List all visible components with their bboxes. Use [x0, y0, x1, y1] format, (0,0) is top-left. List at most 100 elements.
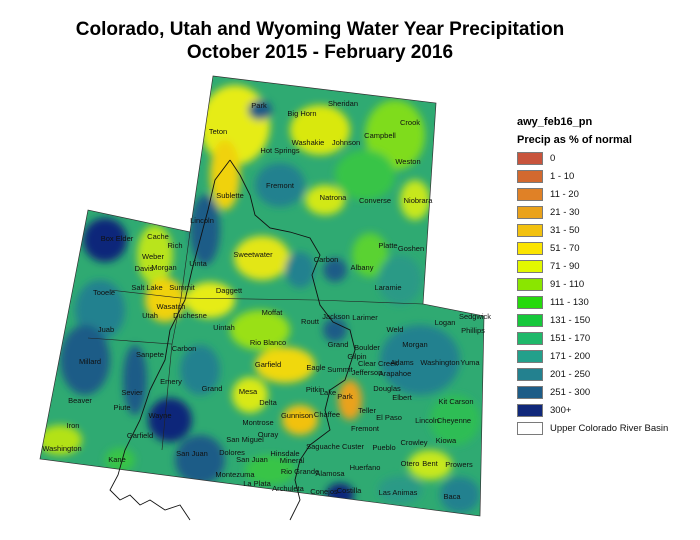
county-label: Park	[251, 101, 267, 110]
legend-label: 51 - 70	[550, 242, 580, 254]
county-label: Sweetwater	[233, 250, 273, 259]
legend-label: 71 - 90	[550, 260, 580, 272]
county-label: Archuleta	[272, 484, 305, 493]
county-label: Arapahoe	[379, 369, 412, 378]
county-label: Carbon	[172, 344, 197, 353]
county-label: Baca	[443, 492, 461, 501]
county-label: Mineral	[280, 456, 305, 465]
county-label: Fremont	[266, 181, 295, 190]
legend-item: 0	[517, 149, 697, 167]
county-label: Gilpin	[347, 352, 366, 361]
legend-label: 21 - 30	[550, 206, 580, 218]
precipitation-raster	[40, 76, 484, 516]
county-label: Utah	[142, 311, 158, 320]
legend-label: Upper Colorado River Basin	[550, 422, 669, 434]
legend-swatch	[517, 295, 543, 309]
county-label: Morgan	[402, 340, 427, 349]
county-label: Teller	[358, 406, 376, 415]
state-boundaries	[87, 231, 424, 451]
legend-swatch	[517, 313, 543, 327]
county-label: Garfield	[127, 431, 153, 440]
legend-label: 201 - 250	[550, 368, 591, 380]
county-label: Sevier	[121, 388, 143, 397]
county-label: Wasatch	[157, 302, 186, 311]
legend-swatch	[517, 223, 543, 237]
legend: awy_feb16_pn Precip as % of normal 0 1 - …	[517, 116, 697, 437]
county-label: Weston	[395, 157, 420, 166]
county-label: Rio Blanco	[250, 338, 286, 347]
county-label: Sheridan	[328, 99, 358, 108]
county-label: Conejos	[310, 487, 338, 496]
county-label: Sanpete	[136, 350, 164, 359]
legend-item: 21 - 30	[517, 203, 697, 221]
county-label: Beaver	[68, 396, 92, 405]
legend-swatch	[517, 331, 543, 345]
legend-label: 151 - 170	[550, 332, 591, 344]
title-line-1: Colorado, Utah and Wyoming Water Year Pr…	[75, 19, 565, 40]
legend-item: 171 - 200	[517, 347, 697, 365]
county-label: San Juan	[236, 455, 268, 464]
county-label: Duchesne	[173, 311, 207, 320]
legend-layer-name: awy_feb16_pn	[517, 116, 593, 128]
legend-item: 51 - 70	[517, 239, 697, 257]
county-label: Johnson	[332, 138, 360, 147]
county-label: Emery	[160, 377, 182, 386]
county-label: Weber	[142, 252, 164, 261]
county-label: Yuma	[460, 358, 480, 367]
county-label: Kane	[108, 455, 126, 464]
legend-item: 131 - 150	[517, 311, 697, 329]
legend-item: Upper Colorado River Basin	[517, 419, 697, 437]
county-label: Platte	[378, 241, 397, 250]
county-label: Sedgwick	[459, 312, 491, 321]
county-label: Morgan	[151, 263, 176, 272]
county-label: Montezuma	[215, 470, 255, 479]
legend-swatch	[517, 187, 543, 201]
legend-rows: 0 1 - 10 11 - 20 21 - 30 31 - 50 51 - 70 71 - …	[517, 149, 697, 437]
county-label: Montrose	[242, 418, 273, 427]
county-label: Clear Creek	[358, 359, 398, 368]
county-label: Cheyenne	[437, 416, 471, 425]
legend-label: 11 - 20	[550, 188, 579, 200]
legend-item: 111 - 130	[517, 293, 697, 311]
legend-item: 91 - 110	[517, 275, 697, 293]
county-label: Campbell	[364, 131, 396, 140]
legend-item: 251 - 300	[517, 383, 697, 401]
map-title: Colorado, Utah and Wyoming Water Year Pr…	[0, 18, 640, 64]
county-label: Uintah	[213, 323, 235, 332]
state-outline	[39, 75, 485, 517]
legend-swatch	[517, 205, 543, 219]
county-label: Huerfano	[350, 463, 381, 472]
county-label: Summit	[169, 283, 195, 292]
county-label: Chaffee	[314, 410, 340, 419]
county-label: Iron	[67, 421, 80, 430]
county-label: Teton	[209, 127, 227, 136]
county-label: Boulder	[354, 343, 380, 352]
county-labels: Park Sheridan Big Horn Crook Teton Campbell Wa…	[42, 99, 491, 501]
county-label: Grand	[328, 340, 349, 349]
legend-item: 71 - 90	[517, 257, 697, 275]
county-label: Douglas	[373, 384, 401, 393]
county-label: Jackson	[322, 312, 350, 321]
county-label: Rio Grande	[281, 467, 319, 476]
county-label: Routt	[301, 317, 320, 326]
county-label: Daggett	[216, 286, 243, 295]
county-label: Phillips	[461, 326, 485, 335]
county-label: Kit Carson	[438, 397, 473, 406]
legend-item: 31 - 50	[517, 221, 697, 239]
legend-label: 171 - 200	[550, 350, 591, 362]
legend-item: 201 - 250	[517, 365, 697, 383]
legend-swatch	[517, 421, 543, 435]
legend-swatch	[517, 151, 543, 165]
county-label: Piute	[113, 403, 130, 412]
county-label: Bent	[422, 459, 438, 468]
county-label: Pitkin	[306, 385, 324, 394]
county-label: Elbert	[392, 393, 413, 402]
county-label: Hinsdale	[270, 449, 299, 458]
county-label: Dolores	[219, 448, 245, 457]
county-label: Grand	[202, 384, 223, 393]
county-label: Otero	[401, 459, 420, 468]
county-label: Mesa	[239, 387, 258, 396]
county-label: Salt Lake	[131, 283, 162, 292]
county-label: Lincoln	[190, 216, 214, 225]
county-label: Juab	[98, 325, 114, 334]
